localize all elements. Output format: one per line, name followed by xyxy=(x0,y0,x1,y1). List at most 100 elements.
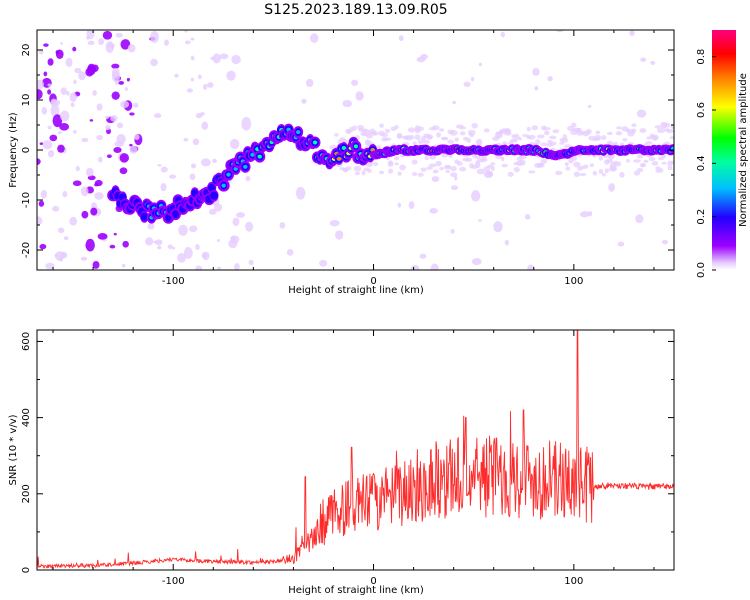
spectrogram-halo-blob xyxy=(367,168,372,174)
spectrogram-noise-blob xyxy=(122,240,129,248)
spectrogram-noise-blob xyxy=(96,135,103,141)
spectrogram-noise-blob xyxy=(111,63,120,69)
y-tick-label: 0 xyxy=(21,147,32,153)
spectrogram-halo-blob xyxy=(466,137,472,144)
spectrogram-halo-blob xyxy=(670,124,674,130)
spectrogram-halo-blob xyxy=(666,128,674,134)
spectrogram-noise-blob xyxy=(39,142,44,145)
ridge-mid xyxy=(192,191,198,196)
spectrogram-ylabel: Frequency (Hz) xyxy=(8,112,19,188)
snr-ticks: -100 0 100 0 200 400 600 xyxy=(21,330,674,587)
spectrogram-halo-blob xyxy=(352,125,357,131)
ridge-mid xyxy=(341,145,347,150)
spectrogram-noise-blob xyxy=(398,35,404,42)
spectrogram-noise-blob xyxy=(184,30,188,33)
spectrogram-halo-blob xyxy=(655,166,661,170)
spectrogram-noise-blob xyxy=(164,39,169,46)
spectrogram-noise-blob xyxy=(78,71,86,81)
spectrogram-halo-blob xyxy=(583,164,589,169)
spectrogram-noise-blob xyxy=(109,244,116,249)
spectrogram-noise-blob xyxy=(60,87,68,96)
spectrogram-halo-blob xyxy=(625,159,630,163)
spectrogram-halo-blob xyxy=(518,155,527,160)
spectrogram-noise-blob xyxy=(62,190,68,198)
spectrogram-halo-blob xyxy=(439,166,445,171)
spectrogram-noise-blob xyxy=(150,58,158,67)
spectrogram-noise-blob xyxy=(556,30,564,33)
spectrogram-noise-blob xyxy=(183,137,189,142)
spectrogram-halo-blob xyxy=(345,166,352,171)
spectrogram-halo-blob xyxy=(394,162,399,166)
spectrogram-halo-blob xyxy=(372,161,379,167)
spectrogram-noise-blob xyxy=(527,264,535,270)
spectrogram-noise-blob xyxy=(97,233,108,240)
spectrogram-noise-blob xyxy=(178,224,188,236)
spectrogram-noise-blob xyxy=(189,173,196,180)
snr-frame xyxy=(36,329,675,571)
spectrogram-noise-blob xyxy=(98,156,103,163)
spectrogram-noise-blob xyxy=(145,237,154,246)
spectrogram-halo-blob xyxy=(439,128,445,132)
spectrogram-noise-blob xyxy=(463,81,471,87)
spectrogram-noise-blob xyxy=(49,134,58,142)
spectrogram-noise-blob xyxy=(471,258,482,266)
spectrogram-halo-blob xyxy=(598,169,604,174)
spectrogram-noise-blob xyxy=(157,245,162,250)
colorbar-ticks: 0.0 0.2 0.4 0.6 0.8 xyxy=(696,49,716,278)
spectrogram-halo-blob xyxy=(387,168,394,174)
spectrogram-noise-blob xyxy=(98,38,105,46)
x-tick-label: 100 xyxy=(564,276,583,287)
x-tick-label: 100 xyxy=(564,576,583,587)
spectrogram-noise-blob xyxy=(408,201,415,210)
spectrogram-halo-blob xyxy=(465,157,473,162)
spectrogram-halo-blob xyxy=(555,170,563,176)
spectrogram-noise-blob xyxy=(305,78,314,88)
spectrogram-noise-blob xyxy=(212,158,218,164)
spectrogram-halo-blob xyxy=(606,158,614,163)
ridge-mid xyxy=(120,195,125,200)
spectrogram-noise-blob xyxy=(133,102,139,108)
spectrogram-halo-blob xyxy=(531,125,539,131)
spectrogram-halo-blob xyxy=(636,154,644,159)
spectrogram-noise-blob xyxy=(319,259,328,267)
spectrogram-halo-blob xyxy=(667,165,673,171)
spectrogram-halo-blob xyxy=(456,161,463,166)
spectrogram-noise-blob xyxy=(126,77,130,82)
spectrogram-halo-blob xyxy=(517,137,522,141)
spectrogram-halo-blob xyxy=(454,137,459,142)
spectrogram-halo-blob xyxy=(486,170,493,177)
spectrogram-halo-blob xyxy=(417,126,425,132)
spectrogram-halo-blob xyxy=(632,159,641,163)
spectrogram-noise-blob xyxy=(454,176,458,181)
spectrogram-halo-blob xyxy=(387,161,394,167)
y-tick-label: 20 xyxy=(21,44,32,57)
spectrogram-noise-blob xyxy=(129,145,138,154)
spectrogram-halo-blob xyxy=(573,171,580,177)
spectrogram-noise-blob xyxy=(105,124,111,131)
snr-ylabel: SNR (10 * v/v) xyxy=(8,414,19,485)
spectrogram-noise-blob xyxy=(229,138,240,150)
spectrogram-halo-blob xyxy=(372,131,379,136)
ridge-mid xyxy=(209,185,214,190)
spectrogram-noise xyxy=(37,30,674,270)
spectrogram-noise-blob xyxy=(500,31,506,38)
figure-title: S125.2023.189.13.09.R05 xyxy=(264,2,447,18)
spectrogram-noise-blob xyxy=(201,252,207,259)
y-tick-label: 600 xyxy=(21,332,32,351)
y-tick-label: -20 xyxy=(21,242,32,258)
spectrogram-noise-blob xyxy=(419,253,427,259)
spectrogram-noise-blob xyxy=(59,254,63,259)
spectrogram-halo-blob xyxy=(383,137,392,141)
spectrogram-halo-blob xyxy=(471,122,478,129)
spectrogram-noise-blob xyxy=(127,44,136,53)
spectrogram-noise-blob xyxy=(115,32,123,38)
ridge-mid xyxy=(233,166,238,171)
spectrogram-halo-blob xyxy=(412,141,417,146)
spectrogram-halo-blob xyxy=(424,156,429,161)
spectrogram-halo-blob xyxy=(411,159,418,165)
spectrogram-noise-blob xyxy=(195,112,203,119)
spectrogram-ridge xyxy=(107,123,674,224)
colorbar-tick-label: 0.8 xyxy=(696,49,707,65)
snr-plot-area xyxy=(37,330,674,570)
y-tick-label: 200 xyxy=(21,484,32,503)
